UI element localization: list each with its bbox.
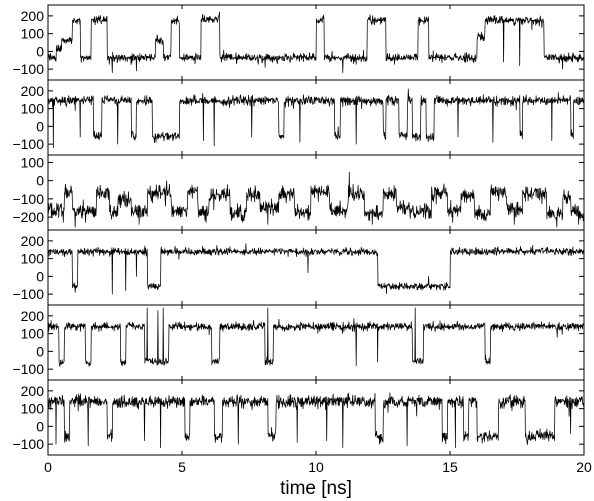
y-tick-label: 200 [21,308,45,324]
x-tick-label: 10 [308,459,324,475]
y-tick-label: −100 [12,436,44,452]
y-tick-label: −100 [12,361,44,377]
y-tick-label: −100 [12,286,44,302]
y-tick-label: 100 [21,251,45,267]
y-tick-label: 100 [21,401,45,417]
y-tick-label: 100 [21,154,45,170]
y-tick-label: −100 [12,191,44,207]
series-line-panel-1 [47,11,585,74]
x-tick-label: 15 [442,459,458,475]
x-tick-label: 5 [178,459,186,475]
y-tick-label: 100 [21,326,45,342]
y-tick-label: −100 [12,136,44,152]
y-tick-label: −100 [12,61,44,77]
y-tick-label: 0 [36,418,44,434]
y-tick-label: 100 [21,101,45,117]
x-axis: 0 5 10 15 20 [44,459,592,475]
series-line-panel-3 [47,171,585,228]
series-line-panel-6 [47,392,585,449]
y-tick-label: 200 [21,233,45,249]
plot-frame [47,4,585,456]
y-tick-label: 0 [36,173,44,189]
x-tick-label: 0 [44,459,52,475]
series-line-panel-4 [47,243,585,295]
series-line-panel-2 [47,88,585,149]
y-tick-label: 0 [36,43,44,59]
x-tick-label: 20 [576,459,592,475]
y-tick-label: 100 [21,26,45,42]
series-line-panel-5 [47,307,585,367]
y-tick-label: 0 [36,268,44,284]
panel-3: 100 0 −100 −200 [12,154,585,230]
y-tick-label: 200 [21,383,45,399]
y-tick-label: 0 [36,118,44,134]
chart-panels: 2001000−1002001000−1001000−100−200200100… [12,4,585,456]
y-tick-label: 0 [36,343,44,359]
y-tick-label: 200 [21,83,45,99]
y-tick-label: −200 [12,209,44,225]
y-tick-label: 200 [21,8,45,24]
x-axis-title: time [ns] [280,478,352,499]
